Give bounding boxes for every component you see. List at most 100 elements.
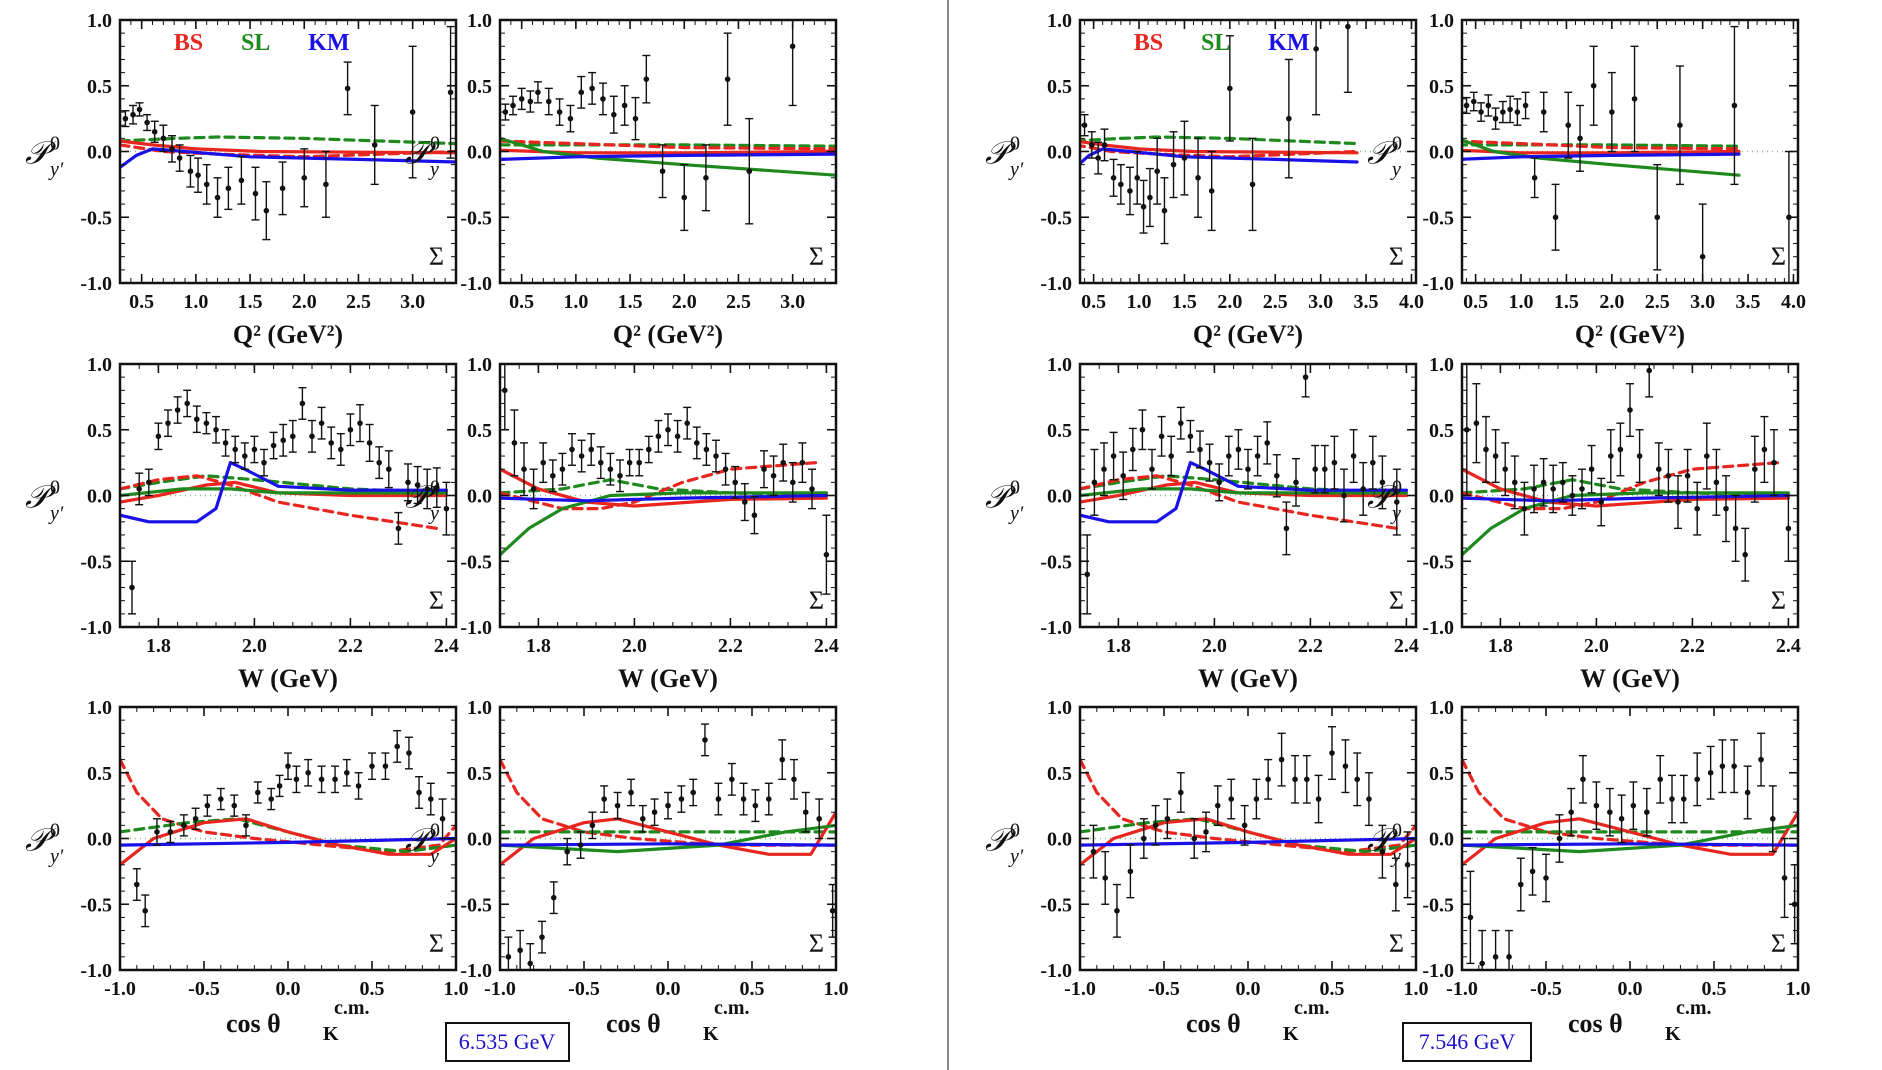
- data-marker: [746, 168, 753, 175]
- data-marker: [628, 789, 634, 796]
- data-marker: [589, 85, 595, 92]
- data-point: [587, 432, 596, 466]
- data-marker: [816, 815, 822, 822]
- x-axis-label: W (GeV): [1198, 664, 1298, 693]
- data-marker: [1473, 420, 1480, 426]
- data-marker: [386, 466, 392, 473]
- curve-sl-dashed: [120, 135, 456, 146]
- y-tick-label: 0.5: [1047, 763, 1072, 785]
- data-marker: [165, 420, 171, 426]
- data-point: [654, 419, 663, 453]
- data-marker: [318, 776, 325, 783]
- data-point: [1501, 442, 1510, 497]
- data-points: [1462, 25, 1793, 283]
- data-point: [1551, 183, 1560, 251]
- data-point: [700, 723, 709, 757]
- data-point: [150, 120, 159, 143]
- x-tick-label: 1.0: [183, 291, 208, 313]
- curve-bs-dashed: [1462, 139, 1741, 151]
- data-point: [1587, 444, 1596, 494]
- data-marker: [1731, 763, 1737, 769]
- data-point: [1234, 429, 1243, 470]
- data-marker: [588, 446, 594, 453]
- data-marker: [279, 185, 286, 192]
- data-marker: [505, 954, 512, 960]
- data-marker: [1492, 954, 1499, 960]
- curve-bs-dashed: [1080, 474, 1399, 530]
- data-point: [1706, 745, 1715, 800]
- data-point: [1343, 20, 1352, 94]
- data-point: [517, 87, 526, 111]
- x-tick-label: 0.5: [509, 291, 534, 313]
- data-point: [368, 752, 376, 781]
- data-marker: [1680, 796, 1687, 802]
- data-marker: [1216, 479, 1222, 486]
- data-marker: [1313, 46, 1319, 52]
- data-marker: [1379, 848, 1386, 855]
- y-tick-label: -1.0: [1422, 960, 1454, 982]
- legend-km: KM: [308, 30, 349, 56]
- data-marker: [1203, 829, 1209, 835]
- panel-g1-q2-y: 0.5 1.0 1.5 2.0 2.5 3.0-1.0-0.50.00.51.0Σ𝒫 0yQ…: [405, 10, 838, 349]
- data-point: [588, 811, 597, 840]
- data-marker: [1568, 809, 1574, 815]
- data-point: [1205, 443, 1214, 482]
- y-label-sub: y′: [48, 846, 64, 868]
- data-point: [298, 386, 307, 420]
- x-tick-label: 0.5: [740, 978, 765, 1000]
- data-marker: [1479, 960, 1485, 967]
- data-marker: [1675, 499, 1681, 505]
- data-point: [627, 778, 636, 807]
- curve-bs-solid: [1462, 810, 1798, 867]
- data-marker: [184, 400, 190, 407]
- data-point: [202, 411, 211, 435]
- data-point: [135, 102, 144, 117]
- data-marker: [276, 783, 283, 789]
- legend: BS SL KM: [174, 30, 350, 56]
- data-marker: [414, 482, 421, 488]
- data-marker: [1084, 571, 1090, 578]
- x-tick-label: 4.0: [1781, 291, 1806, 313]
- data-marker: [1161, 207, 1168, 214]
- data-marker: [1187, 433, 1194, 440]
- data-marker: [626, 459, 633, 466]
- panel-g2-q2-y: 0.5 1.0 1.5 2.0 2.5 3.0 3.5 4.0-1.0-0.50.00.51.…: [1367, 10, 1806, 349]
- y-axis-label: 𝒫 0y′: [985, 133, 1024, 181]
- y-tick-label: 1.0: [1047, 697, 1072, 719]
- data-point: [1768, 785, 1777, 853]
- data-marker: [1127, 868, 1134, 875]
- data-marker: [729, 776, 735, 783]
- data-points: [1462, 364, 1793, 582]
- data-marker: [160, 135, 167, 142]
- data-marker: [1110, 453, 1117, 459]
- data-marker: [1141, 835, 1147, 842]
- panel-g2-cos-y: -1.0 -0.5 0.0 0.5 1.0-1.0-0.50.00.51.0Σ𝒫 0yco…: [1367, 697, 1811, 1045]
- data-point: [1741, 527, 1750, 582]
- data-marker: [1579, 486, 1585, 492]
- data-point: [1119, 451, 1128, 501]
- y-tick-label: 0.5: [467, 76, 492, 98]
- data-marker: [1293, 479, 1299, 486]
- data-point: [1616, 422, 1625, 477]
- y-tick-label: -1.0: [80, 273, 112, 295]
- y-tick-label: -1.0: [460, 273, 492, 295]
- y-label-sub: y′: [1008, 159, 1024, 181]
- data-point: [822, 514, 831, 595]
- data-marker: [1761, 446, 1768, 453]
- y-tick-label: 1.0: [467, 10, 492, 32]
- data-marker: [1249, 181, 1256, 188]
- data-point: [533, 81, 542, 104]
- data-marker: [355, 783, 362, 789]
- data-marker: [1228, 796, 1234, 802]
- data-point: [1653, 163, 1662, 271]
- data-point: [609, 95, 618, 134]
- data-marker: [809, 486, 815, 492]
- x-tick-label: 2.2: [1298, 635, 1323, 657]
- data-marker: [1302, 374, 1309, 380]
- x-tick-label: 2.0: [1584, 635, 1609, 657]
- x-tick-label: 1.8: [526, 635, 551, 657]
- data-marker: [1315, 796, 1322, 802]
- data-point: [1578, 754, 1587, 804]
- data-point: [284, 752, 292, 781]
- data-marker: [405, 479, 411, 486]
